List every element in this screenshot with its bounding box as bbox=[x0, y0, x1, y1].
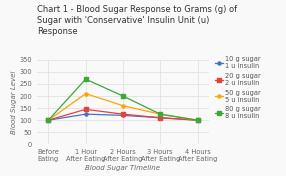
80 g sugar
8 u insulin bbox=[47, 119, 50, 121]
20 g sugar
2 u insulin bbox=[121, 113, 125, 115]
Line: 20 g sugar
2 u insulin: 20 g sugar 2 u insulin bbox=[47, 108, 199, 122]
10 g sugar
1 u insulin bbox=[121, 114, 125, 116]
10 g sugar
1 u insulin bbox=[84, 113, 88, 115]
10 g sugar
1 u insulin bbox=[47, 119, 50, 121]
Line: 10 g sugar
1 u insulin: 10 g sugar 1 u insulin bbox=[47, 113, 199, 122]
20 g sugar
2 u insulin bbox=[47, 119, 50, 121]
10 g sugar
1 u insulin bbox=[158, 117, 162, 119]
80 g sugar
8 u insulin bbox=[158, 113, 162, 115]
Y-axis label: Blood Sugar Level: Blood Sugar Level bbox=[11, 70, 17, 134]
50 g sugar
5 u insulin bbox=[84, 93, 88, 95]
Legend: 10 g sugar
1 u insulin, 20 g sugar
2 u insulin, 50 g sugar
5 u insulin, 80 g sug: 10 g sugar 1 u insulin, 20 g sugar 2 u i… bbox=[214, 56, 261, 120]
20 g sugar
2 u insulin bbox=[196, 119, 199, 121]
80 g sugar
8 u insulin bbox=[196, 119, 199, 121]
Text: Chart 1 - Blood Sugar Response to Grams (g) of
Sugar with 'Conservative' Insulin: Chart 1 - Blood Sugar Response to Grams … bbox=[37, 5, 237, 36]
Line: 50 g sugar
5 u insulin: 50 g sugar 5 u insulin bbox=[47, 92, 199, 122]
50 g sugar
5 u insulin bbox=[121, 105, 125, 107]
50 g sugar
5 u insulin bbox=[47, 119, 50, 121]
20 g sugar
2 u insulin bbox=[158, 117, 162, 119]
20 g sugar
2 u insulin bbox=[84, 108, 88, 110]
80 g sugar
8 u insulin bbox=[121, 95, 125, 97]
X-axis label: Blood Sugar Timeline: Blood Sugar Timeline bbox=[86, 165, 160, 171]
50 g sugar
5 u insulin bbox=[158, 113, 162, 115]
80 g sugar
8 u insulin bbox=[84, 78, 88, 80]
50 g sugar
5 u insulin bbox=[196, 119, 199, 121]
Line: 80 g sugar
8 u insulin: 80 g sugar 8 u insulin bbox=[47, 78, 199, 122]
10 g sugar
1 u insulin bbox=[196, 119, 199, 121]
